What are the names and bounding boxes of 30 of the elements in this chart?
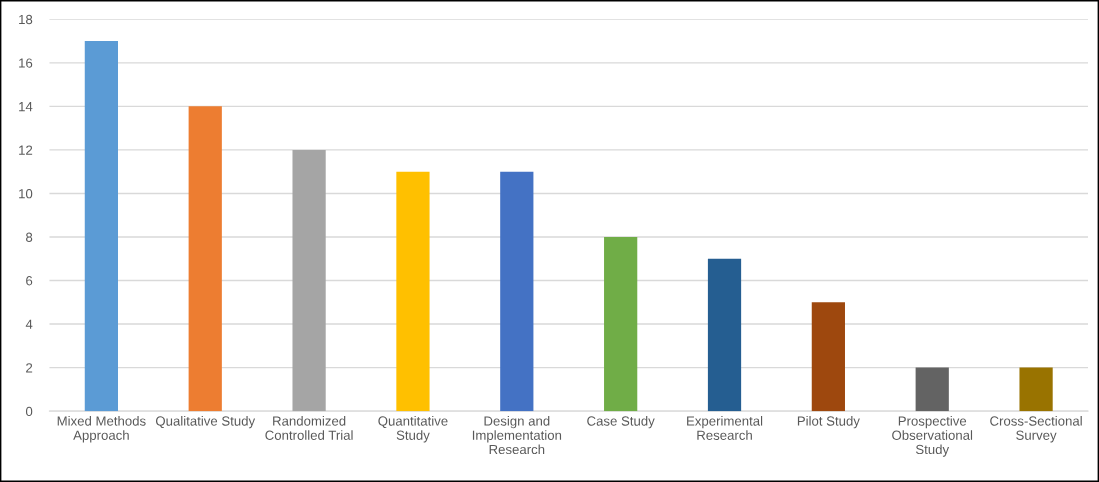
y-tick-label: 10 [19, 189, 33, 199]
y-tick-label: 18 [19, 14, 33, 25]
bar [292, 149, 326, 412]
x-tick-label: Design and Implementation Research [472, 416, 562, 455]
y-tick-label: 12 [19, 145, 33, 155]
bar [707, 258, 742, 412]
bar [188, 106, 222, 412]
y-tick-label: 8 [26, 232, 33, 242]
bar [811, 302, 845, 412]
y-tick-label: 6 [26, 276, 33, 286]
y-tick-label: 2 [26, 363, 33, 373]
x-tick-label: Cross-Sectional Survey [990, 416, 1082, 443]
y-tick-label: 4 [25, 319, 33, 329]
x-tick-label: Experimental Research [687, 416, 763, 440]
bar [500, 171, 534, 412]
bar [396, 171, 430, 412]
x-tick-label: Mixed Methods Approach [57, 416, 146, 443]
y-tick-label: 16 [19, 58, 33, 68]
y-tick-label: 0 [25, 406, 33, 417]
bar [915, 367, 949, 412]
x-tick-label: Randomized Controlled Trial [265, 416, 353, 440]
x-tick-label: Prospective Observational Study [892, 416, 973, 457]
bar [84, 41, 118, 412]
y-tick-label: 14 [19, 102, 33, 112]
x-tick-label: Pilot Study [797, 416, 860, 429]
x-tick-label: Quantitative Study [378, 416, 448, 443]
x-tick-label: Qualitative Study [155, 416, 256, 429]
bar [604, 236, 638, 412]
x-tick-label: Case Study [587, 416, 655, 429]
bar [1019, 367, 1053, 412]
